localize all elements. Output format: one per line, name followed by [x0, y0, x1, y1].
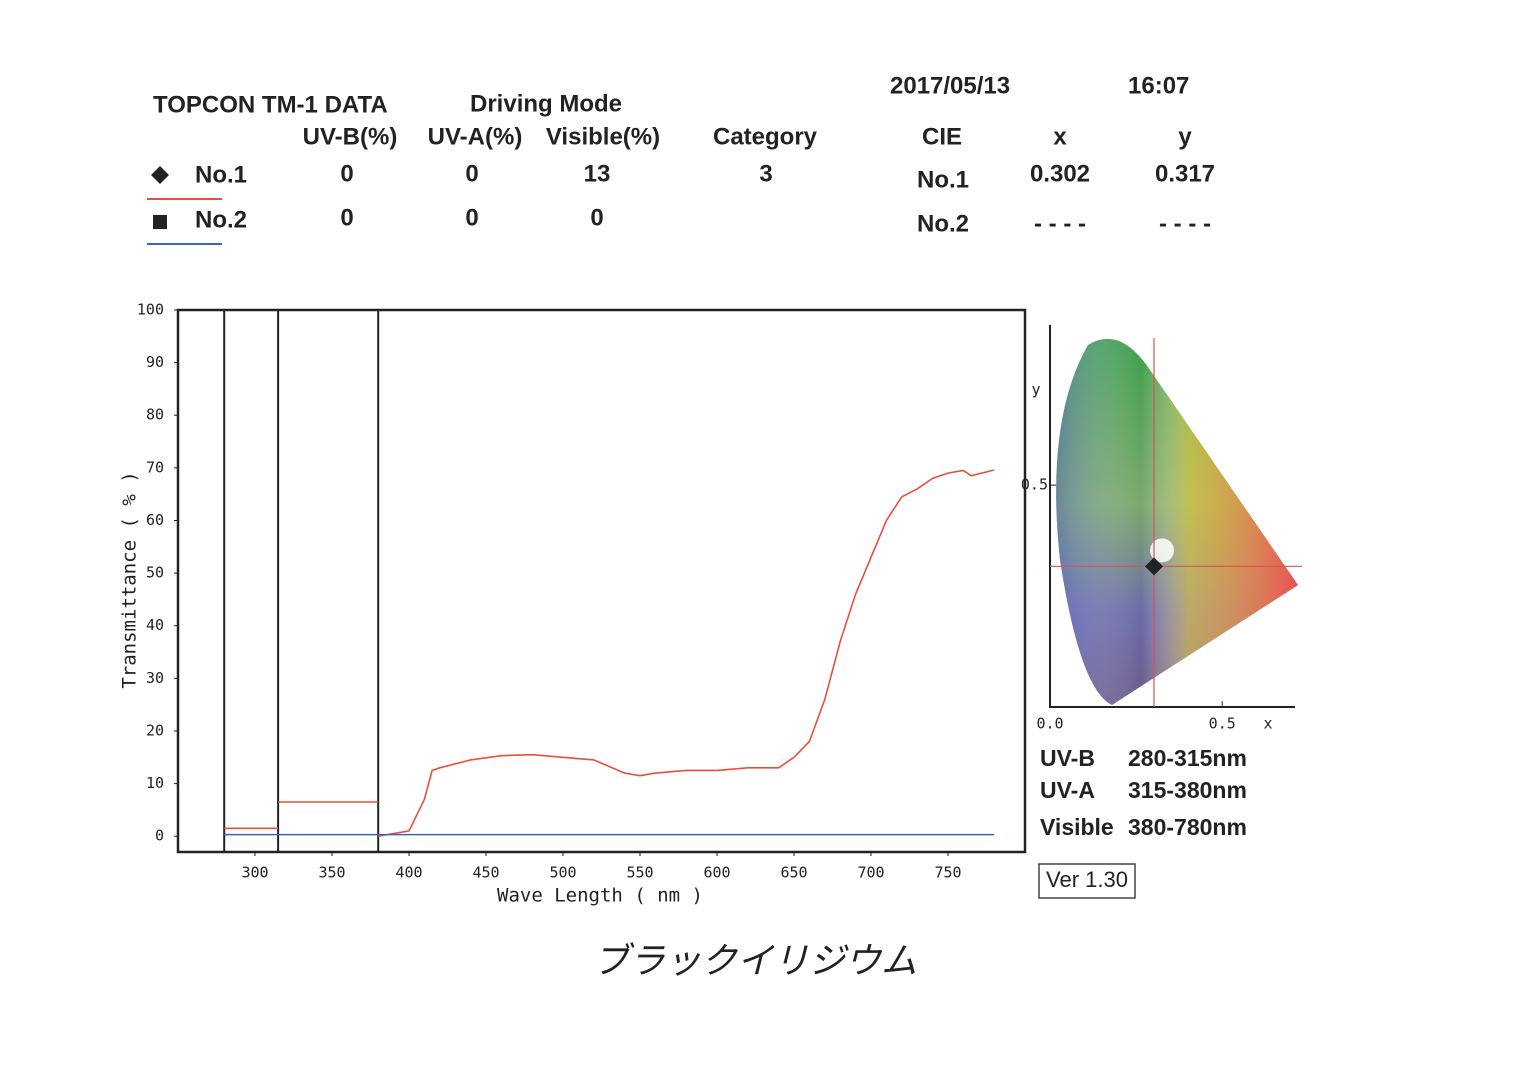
cie-cell: - - - -	[1159, 210, 1211, 237]
cie-row-label: No.1	[917, 166, 969, 193]
x-tick-label: 750	[934, 864, 961, 882]
mode: Driving Mode	[470, 90, 622, 117]
handwritten-note: ブラックイリジウム	[593, 941, 917, 982]
range-value: 380-780nm	[1128, 814, 1247, 840]
x-tick-label: 700	[857, 864, 884, 882]
table-cell: 3	[759, 160, 772, 187]
version-box	[1038, 863, 1136, 899]
column-header: UV-B(%)	[303, 123, 398, 150]
y-tick-label: 20	[146, 721, 164, 739]
cie-gamut-overlay	[1056, 338, 1298, 705]
x-tick-label: 600	[703, 864, 730, 882]
y-tick-label: 50	[146, 564, 164, 582]
x-tick-label: 400	[395, 864, 422, 882]
no2-marker	[153, 215, 167, 229]
y-tick-label: 80	[146, 406, 164, 424]
white-point	[1150, 538, 1175, 563]
cie-cell: - - - -	[1034, 210, 1086, 237]
y-tick-label: 0	[155, 827, 164, 845]
range-value: 280-315nm	[1128, 745, 1247, 771]
cie-x-tick-label: 0.0	[1036, 715, 1063, 733]
y-tick-label: 70	[146, 458, 164, 476]
date: 2017/05/13	[890, 72, 1010, 99]
time: 16:07	[1128, 72, 1189, 99]
range-name: UV-B	[1040, 745, 1095, 771]
cie-x-tick-label: 0.5	[1209, 715, 1236, 733]
table-cell: 0	[340, 160, 353, 187]
cie-x-label: x	[1263, 715, 1272, 733]
x-tick-label: 550	[626, 864, 653, 882]
x-tick-label: 350	[318, 864, 345, 882]
cie-col: x	[1053, 123, 1067, 150]
x-axis-label: Wave Length ( nm )	[497, 885, 703, 907]
cie-cell: 0.302	[1030, 160, 1090, 187]
cie-cell: 0.317	[1155, 160, 1215, 187]
cie-y-tick-label: 0.5	[1021, 476, 1048, 494]
y-tick-label: 60	[146, 511, 164, 529]
range-name: Visible	[1040, 814, 1114, 840]
y-tick-label: 40	[146, 616, 164, 634]
cie-row-label: No.2	[917, 210, 969, 237]
title: TOPCON TM-1 DATA	[153, 91, 388, 118]
table-cell: 0	[590, 204, 603, 231]
range-name: UV-A	[1040, 777, 1095, 803]
row-label: No.1	[195, 161, 247, 188]
column-header: Visible(%)	[546, 123, 660, 150]
table-cell: 13	[584, 160, 611, 187]
no1-marker	[151, 166, 169, 184]
version: Ver 1.30	[1046, 867, 1128, 892]
cie-point	[1145, 557, 1164, 576]
range-value: 315-380nm	[1128, 777, 1247, 803]
y-tick-label: 30	[146, 669, 164, 687]
row-label: No.2	[195, 206, 247, 233]
table-cell: 0	[465, 160, 478, 187]
table-cell: 0	[465, 204, 478, 231]
column-header: UV-A(%)	[428, 123, 523, 150]
cie-col: y	[1178, 123, 1192, 150]
plot-frame	[176, 308, 1027, 854]
x-tick-label: 300	[241, 864, 268, 882]
series-line	[224, 469, 995, 838]
cie-y-label: y	[1031, 381, 1040, 399]
x-tick-label: 450	[472, 864, 499, 882]
y-axis-label: Transmittance ( % )	[119, 471, 141, 688]
table-cell: 0	[340, 204, 353, 231]
x-tick-label: 650	[780, 864, 807, 882]
cie-header: CIE	[922, 123, 962, 150]
y-tick-label: 10	[146, 774, 164, 792]
x-tick-label: 500	[549, 864, 576, 882]
y-tick-label: 90	[146, 353, 164, 371]
column-header: Category	[713, 123, 818, 150]
y-tick-label: 100	[137, 301, 164, 319]
